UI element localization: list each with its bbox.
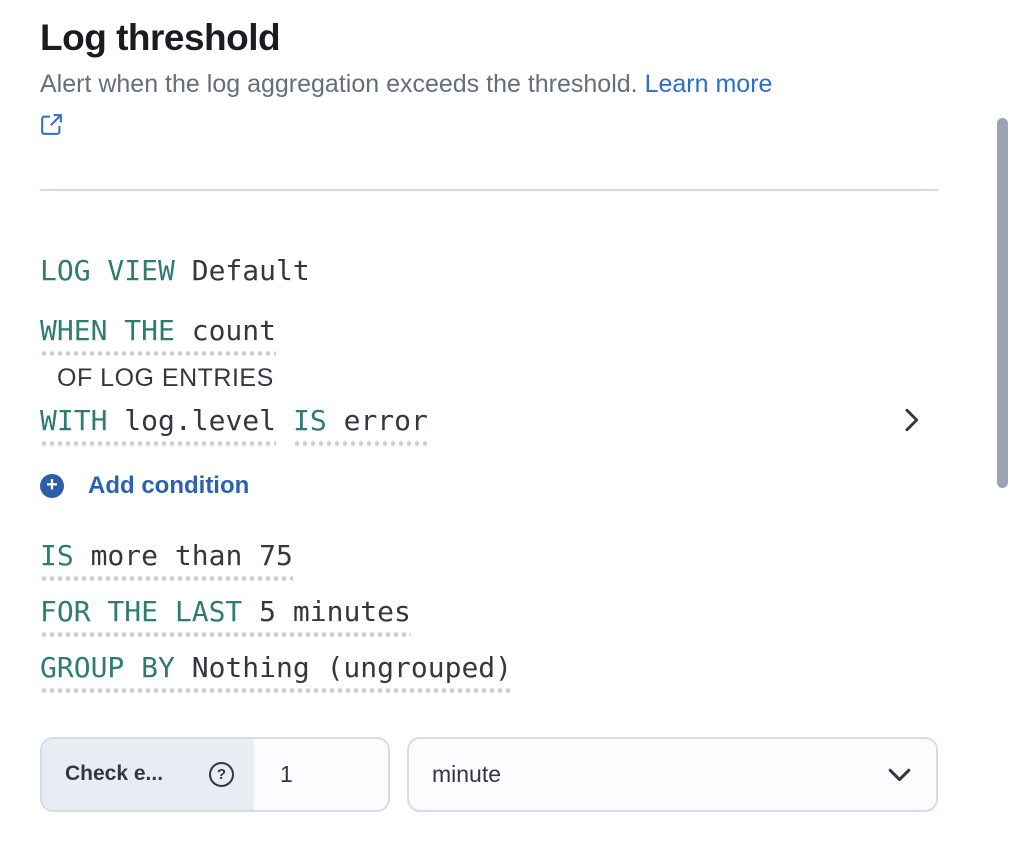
threshold-keyword: IS: [40, 538, 74, 572]
check-every-label: Check e...: [65, 762, 164, 786]
rule-description: Alert when the log aggregation exceeds t…: [40, 69, 938, 99]
aggregation-value: count: [191, 313, 277, 347]
add-condition-button[interactable]: + Add condition: [40, 472, 249, 500]
plus-icon: +: [40, 473, 64, 498]
with-keyword: WITH: [40, 403, 108, 437]
group-by-value: Nothing (ungrouped): [191, 650, 513, 684]
log-view-keyword: LOG VIEW: [40, 253, 175, 287]
add-condition-label: Add condition: [88, 471, 250, 499]
interval-unit-value: minute: [432, 760, 502, 787]
learn-more-link[interactable]: Learn more: [644, 69, 773, 98]
help-icon[interactable]: ?: [209, 761, 234, 787]
interval-unit-select[interactable]: minute: [407, 736, 938, 812]
log-view-expression: LOG VIEW Default: [40, 253, 938, 287]
interval-value-input[interactable]: [254, 738, 388, 810]
scrollbar-thumb[interactable]: [997, 118, 1008, 488]
check-interval-row: Check e... ? minute: [40, 736, 938, 812]
time-window-value: 5 minutes: [259, 594, 411, 628]
comparator-value: error: [343, 403, 428, 437]
chevron-right-icon[interactable]: [898, 407, 924, 433]
rule-description-text: Alert when the log aggregation exceeds t…: [40, 69, 638, 98]
group-by-row: GROUP BY Nothing (ungrouped): [40, 650, 938, 693]
check-every-field: Check e... ?: [40, 736, 390, 812]
check-every-label-box: Check e... ?: [42, 738, 254, 810]
with-field-value: log.level: [124, 403, 277, 437]
when-keyword: WHEN THE: [40, 313, 175, 347]
time-window-keyword: FOR THE LAST: [40, 594, 243, 628]
group-by-expression-button[interactable]: GROUP BY Nothing (ungrouped): [40, 650, 513, 693]
threshold-expression-button[interactable]: IS more than 75: [40, 538, 293, 581]
aggregation-expression-button[interactable]: WHEN THE count: [40, 313, 277, 356]
group-by-keyword: GROUP BY: [40, 650, 175, 684]
of-log-entries-label: OF LOG ENTRIES: [57, 363, 274, 392]
time-window-expression-button[interactable]: FOR THE LAST 5 minutes: [40, 594, 411, 637]
condition-row: WITH log.level IS error: [40, 403, 938, 446]
comparator-expression-button[interactable]: IS error: [293, 403, 428, 446]
with-field-expression-button[interactable]: WITH log.level: [40, 403, 277, 446]
rule-type-panel: Log threshold Alert when the log aggrega…: [40, 17, 938, 812]
threshold-row: IS more than 75: [40, 538, 938, 581]
page-title: Log threshold: [40, 17, 281, 58]
log-view-value: Default: [191, 253, 310, 287]
divider: [40, 188, 938, 191]
when-expression: WHEN THE count OF LOG ENTRIES: [40, 313, 938, 393]
comparator-keyword: IS: [293, 403, 327, 437]
chevron-down-icon: [888, 768, 911, 781]
external-link-icon[interactable]: [40, 113, 63, 136]
time-window-row: FOR THE LAST 5 minutes: [40, 594, 938, 637]
threshold-value: more than 75: [90, 538, 293, 572]
